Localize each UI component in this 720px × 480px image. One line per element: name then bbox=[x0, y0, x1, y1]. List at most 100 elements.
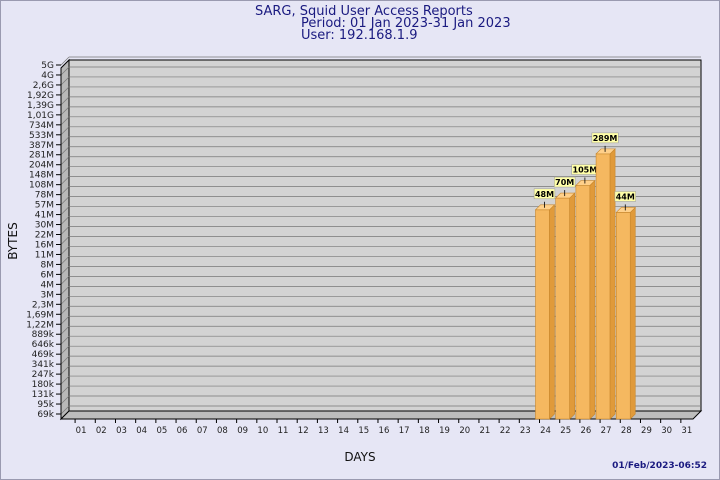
x-tick-label: 04 bbox=[136, 426, 147, 436]
y-gridline-side bbox=[60, 365, 70, 375]
bar-top bbox=[615, 207, 636, 213]
y-tick-label: 533M bbox=[29, 131, 54, 141]
y-tick-label: 30M bbox=[35, 221, 54, 231]
x-tick-label: 12 bbox=[298, 426, 309, 436]
y-gridline-side bbox=[60, 286, 70, 295]
y-gridline-side bbox=[60, 236, 70, 245]
x-tick-label: 22 bbox=[500, 426, 511, 436]
y-gridline-side bbox=[60, 335, 70, 345]
y-gridline-side bbox=[60, 126, 70, 136]
bar-side bbox=[629, 206, 636, 420]
data-label: 48M bbox=[535, 190, 554, 199]
bar-top bbox=[554, 192, 576, 199]
x-tick-label: 18 bbox=[419, 426, 430, 436]
x-tick-label: 07 bbox=[197, 426, 208, 436]
y-gridline-side bbox=[60, 76, 70, 86]
y-gridline-side bbox=[60, 325, 70, 335]
y-gridline-side bbox=[60, 56, 70, 66]
bar bbox=[595, 153, 611, 420]
bar bbox=[615, 212, 631, 420]
bar-top bbox=[595, 148, 616, 155]
x-tick-label: 25 bbox=[560, 426, 571, 436]
x-tick-label: 16 bbox=[379, 426, 390, 436]
y-tick-label: 8M bbox=[41, 260, 55, 270]
x-tick-label: 13 bbox=[318, 426, 329, 436]
y-tick-label: 247k bbox=[32, 370, 55, 380]
x-tick-label: 20 bbox=[459, 426, 470, 436]
y-tick-label: 1,39G bbox=[27, 101, 54, 111]
x-tick-label: 19 bbox=[439, 426, 450, 436]
y-tick-label: 11M bbox=[35, 250, 54, 260]
plot-area bbox=[68, 59, 702, 412]
y-tick-label: 646k bbox=[32, 340, 55, 350]
data-label: 289M bbox=[593, 134, 618, 143]
y-axis-title: BYTES bbox=[6, 222, 20, 259]
bar-side bbox=[589, 179, 596, 420]
y-tick-label: 734M bbox=[29, 121, 54, 131]
bar-side bbox=[609, 148, 616, 420]
x-tick-label: 24 bbox=[540, 426, 551, 436]
y-gridline-side bbox=[60, 375, 70, 385]
y-tick-label: 469k bbox=[32, 350, 55, 360]
y-tick-label: 3M bbox=[41, 290, 55, 300]
y-gridline-side bbox=[60, 176, 70, 185]
y-gridline-side bbox=[60, 276, 70, 285]
y-tick-label: 387M bbox=[29, 141, 54, 151]
bar bbox=[575, 185, 591, 420]
y-gridline-side bbox=[60, 146, 70, 155]
y-tick-label: 22M bbox=[35, 231, 54, 241]
x-tick-label: 08 bbox=[217, 426, 228, 436]
y-gridline-side bbox=[60, 166, 70, 175]
y-gridline-side bbox=[60, 116, 70, 126]
data-label: 105M bbox=[573, 166, 598, 175]
y-gridline-side bbox=[60, 296, 70, 305]
x-tick-label: 02 bbox=[96, 426, 107, 436]
report-title: SARG, Squid User Access Reports bbox=[255, 4, 473, 19]
timestamp: 01/Feb/2023-06:52 bbox=[612, 461, 707, 471]
data-label: 44M bbox=[616, 192, 635, 201]
y-tick-label: 204M bbox=[29, 161, 54, 171]
y-tick-label: 78M bbox=[35, 191, 54, 201]
x-tick-label: 21 bbox=[480, 426, 491, 436]
y-tick-label: 1,22M bbox=[26, 320, 54, 330]
y-tick-label: 1,69M bbox=[26, 310, 54, 320]
y-gridline-side bbox=[60, 226, 70, 235]
x-tick-label: 29 bbox=[641, 426, 652, 436]
y-tick-label: 341k bbox=[32, 360, 55, 370]
bar bbox=[555, 197, 570, 420]
data-label: 70M bbox=[555, 178, 574, 187]
bar-top bbox=[534, 204, 556, 211]
x-tick-label: 05 bbox=[156, 426, 167, 436]
y-gridline-side bbox=[60, 66, 70, 76]
data-label-box bbox=[554, 176, 576, 188]
y-gridline-side bbox=[60, 306, 70, 315]
x-tick-label: 03 bbox=[116, 426, 127, 436]
x-tick-label: 01 bbox=[76, 426, 87, 436]
bar bbox=[535, 209, 550, 420]
y-gridline-side bbox=[60, 86, 70, 96]
x-tick-label: 30 bbox=[661, 426, 672, 436]
y-gridline-side bbox=[60, 385, 70, 395]
y-tick-label: 148M bbox=[29, 171, 54, 181]
y-tick-label: 180k bbox=[32, 380, 55, 390]
x-axis-title: DAYS bbox=[344, 450, 375, 464]
x-tick-label: 11 bbox=[278, 426, 289, 436]
x-tick-label: 14 bbox=[338, 426, 349, 436]
y-tick-label: 95k bbox=[37, 400, 54, 410]
x-tick-label: 28 bbox=[621, 426, 632, 436]
y-tick-label: 2,6G bbox=[33, 81, 54, 91]
y-tick-label: 281M bbox=[29, 151, 54, 161]
x-tick-label: 26 bbox=[580, 426, 591, 436]
bar-side bbox=[569, 192, 575, 420]
y-tick-label: 4M bbox=[41, 280, 55, 290]
y-gridline-side bbox=[60, 96, 70, 106]
y-tick-label: 5G bbox=[41, 61, 54, 71]
y-gridline-side bbox=[60, 355, 70, 365]
x-tick-label: 17 bbox=[399, 426, 410, 436]
bar-side bbox=[549, 204, 555, 420]
data-label-box bbox=[614, 191, 636, 202]
y-tick-label: 57M bbox=[35, 201, 54, 211]
data-label-box bbox=[533, 188, 556, 200]
